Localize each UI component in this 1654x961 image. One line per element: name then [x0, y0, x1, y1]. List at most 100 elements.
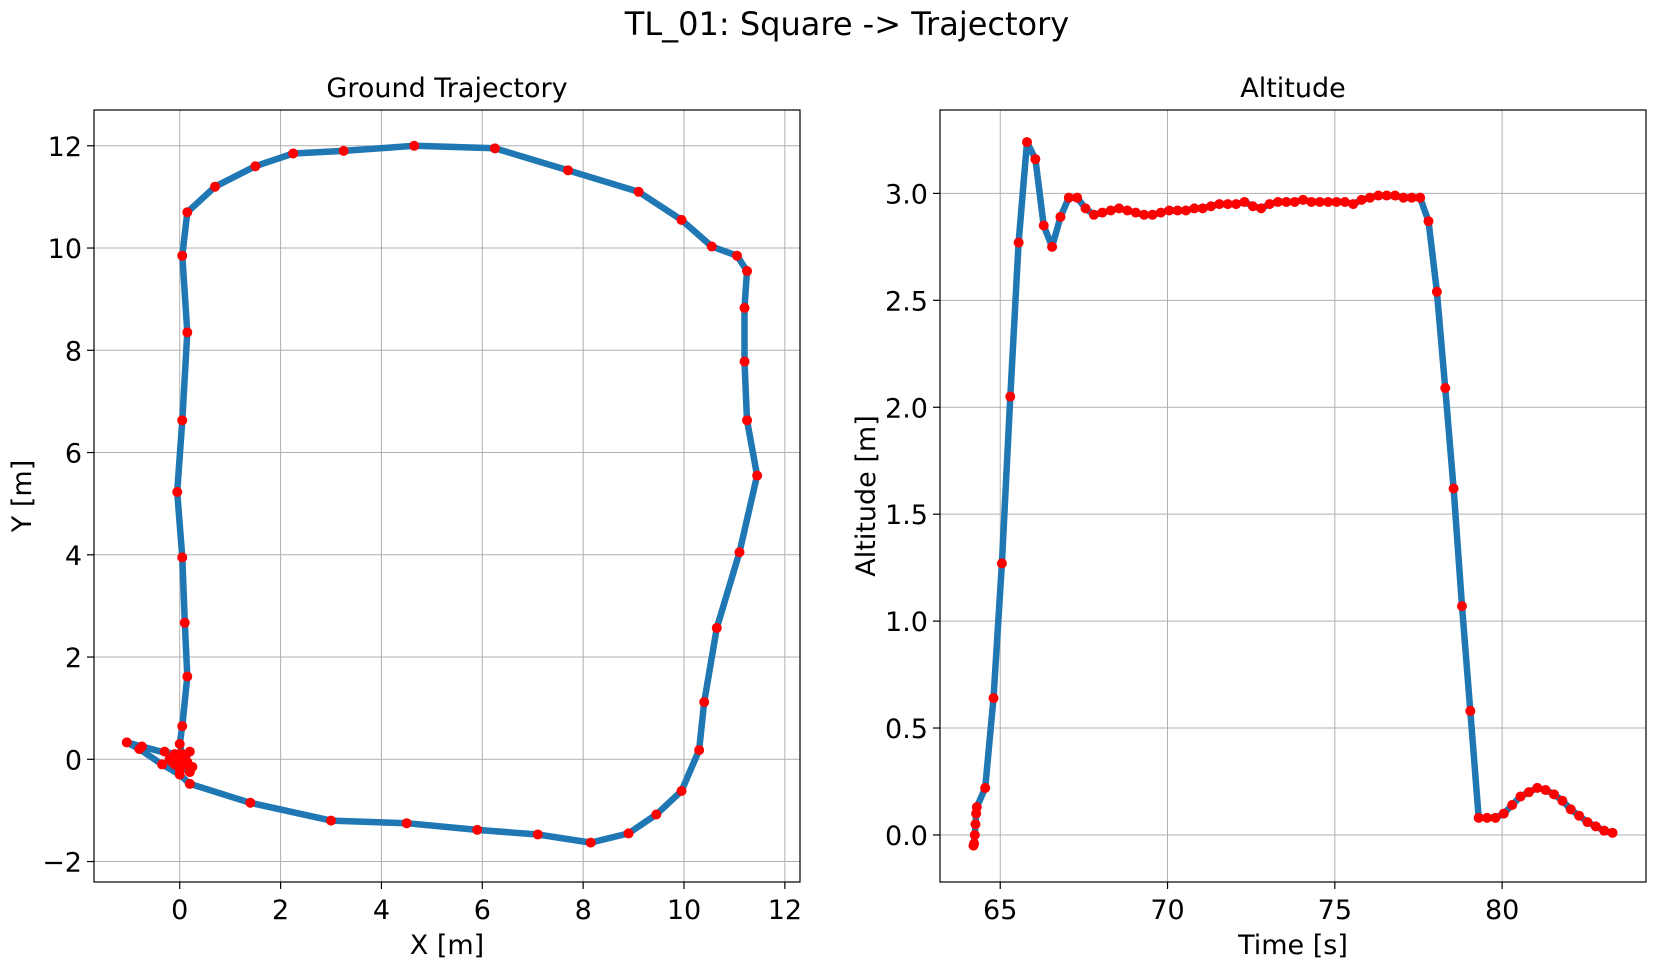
altitude-data-point — [1448, 483, 1459, 494]
ground-trajectory-y-tick-label: 8 — [65, 336, 82, 367]
altitude-data-point — [971, 802, 982, 813]
altitude-data-point — [1548, 789, 1559, 800]
altitude-data-point — [1523, 787, 1534, 798]
ground-trajectory-data-point — [184, 778, 195, 789]
altitude-data-point — [1574, 810, 1585, 821]
altitude-data-point — [1590, 821, 1601, 832]
ground-trajectory-data-point — [742, 266, 753, 277]
altitude-y-tick-label: 2.5 — [885, 286, 928, 317]
altitude-data-point — [1139, 209, 1150, 220]
ground-trajectory-x-tick-label: 12 — [768, 895, 802, 926]
ground-trajectory-data-point — [742, 415, 753, 426]
ground-trajectory-data-point — [245, 797, 256, 808]
ground-trajectory-data-point — [711, 622, 722, 633]
ground-trajectory-data-point — [401, 818, 412, 829]
altitude-data-point — [1214, 199, 1225, 210]
ground-trajectory-data-point — [676, 214, 687, 225]
altitude-x-tick-label: 65 — [983, 895, 1017, 926]
ground-trajectory-data-point — [633, 186, 644, 197]
altitude-data-point — [1055, 211, 1066, 222]
altitude-data-point — [1147, 209, 1158, 220]
ground-trajectory-data-point — [326, 815, 337, 826]
ground-trajectory-data-point — [182, 671, 193, 682]
ground-trajectory-x-axis-label: X [m] — [410, 930, 484, 961]
altitude-data-point — [1532, 782, 1543, 793]
altitude-data-point — [1515, 791, 1526, 802]
ground-trajectory-data-point — [532, 829, 543, 840]
ground-trajectory-data-point — [177, 721, 188, 732]
altitude-data-point — [1088, 209, 1099, 220]
altitude-data-point — [1097, 207, 1108, 218]
altitude-x-tick-label: 70 — [1150, 895, 1184, 926]
altitude-data-point — [1038, 220, 1049, 231]
ground-trajectory-data-point — [250, 161, 261, 172]
altitude-data-point — [1130, 207, 1141, 218]
altitude-data-point — [1063, 192, 1074, 203]
altitude-y-tick-label: 3.0 — [885, 179, 928, 210]
ground-trajectory-x-tick-label: 8 — [575, 895, 592, 926]
ground-trajectory-data-point — [338, 145, 349, 156]
altitude-data-point — [1105, 205, 1116, 216]
ground-trajectory-y-tick-label: 4 — [65, 541, 82, 572]
ground-trajectory-y-tick-label: 12 — [48, 132, 82, 163]
altitude-data-point — [1114, 203, 1125, 214]
altitude-y-tick-label: 2.0 — [885, 393, 928, 424]
ground-trajectory-y-tick-label: 2 — [65, 643, 82, 674]
altitude-data-point — [1197, 203, 1208, 214]
altitude-data-point — [1047, 241, 1058, 252]
ground-trajectory-data-point — [623, 828, 634, 839]
figure-title: TL_01: Square -> Trajectory — [624, 5, 1069, 43]
altitude-data-point — [1323, 196, 1334, 207]
altitude-series-line — [970, 138, 1616, 849]
ground-trajectory-data-point — [489, 143, 500, 154]
altitude-data-point — [1390, 190, 1401, 201]
altitude-data-point — [1540, 785, 1551, 796]
ground-trajectory-data-point — [472, 824, 483, 835]
altitude-y-tick-label: 0.0 — [885, 821, 928, 852]
ground-trajectory-title: Ground Trajectory — [326, 73, 567, 104]
ground-trajectory-panel: 0 2 4 6 8 10 12 −2 0 2 4 6 8 10 12 Ground Trajectory X [… — [7, 73, 802, 961]
ground-trajectory-data-point — [676, 785, 687, 796]
altitude-data-point — [1456, 601, 1467, 612]
altitude-data-point — [1189, 203, 1200, 214]
ground-trajectory-y-axis-label: Y [m] — [7, 460, 38, 533]
altitude-axes-frame — [939, 109, 1647, 883]
altitude-data-point — [988, 693, 999, 704]
altitude-data-point — [1021, 137, 1032, 148]
altitude-data-point — [1013, 237, 1024, 248]
ground-trajectory-x-tick-label: 0 — [171, 895, 188, 926]
altitude-data-point — [1498, 808, 1509, 819]
altitude-data-point — [1348, 199, 1359, 210]
altitude-title: Altitude — [1240, 73, 1346, 104]
altitude-data-point — [1239, 196, 1250, 207]
ground-trajectory-data-point — [177, 415, 188, 426]
altitude-data-point — [1482, 812, 1493, 823]
altitude-data-point — [1490, 812, 1501, 823]
altitude-data-point — [1381, 190, 1392, 201]
ground-trajectory-data-point — [731, 250, 742, 261]
altitude-data-point — [1164, 205, 1175, 216]
ground-trajectory-data-point — [159, 746, 170, 757]
altitude-data-point — [1465, 705, 1476, 716]
altitude-data-point — [1072, 192, 1083, 203]
ground-trajectory-data-point — [174, 738, 185, 749]
ground-trajectory-data-point — [167, 756, 178, 767]
ground-trajectory-data-point — [651, 809, 662, 820]
altitude-data-point — [1557, 795, 1568, 806]
altitude-data-point — [1298, 194, 1309, 205]
altitude-data-point — [1172, 205, 1183, 216]
ground-trajectory-data-point — [734, 547, 745, 558]
ground-trajectory-data-point — [174, 754, 185, 765]
altitude-data-point — [1599, 825, 1610, 836]
altitude-x-tick-label: 80 — [1485, 895, 1519, 926]
altitude-data-point — [1314, 196, 1325, 207]
altitude-data-point — [1272, 196, 1283, 207]
ground-trajectory-x-tick-label: 6 — [474, 895, 491, 926]
ground-trajectory-data-point — [585, 837, 596, 848]
ground-trajectory-y-tick-label: −2 — [42, 848, 82, 879]
altitude-data-point — [1331, 196, 1342, 207]
altitude-data-point — [1155, 207, 1166, 218]
ground-trajectory-data-point — [706, 241, 717, 252]
ground-trajectory-data-point — [694, 745, 705, 756]
